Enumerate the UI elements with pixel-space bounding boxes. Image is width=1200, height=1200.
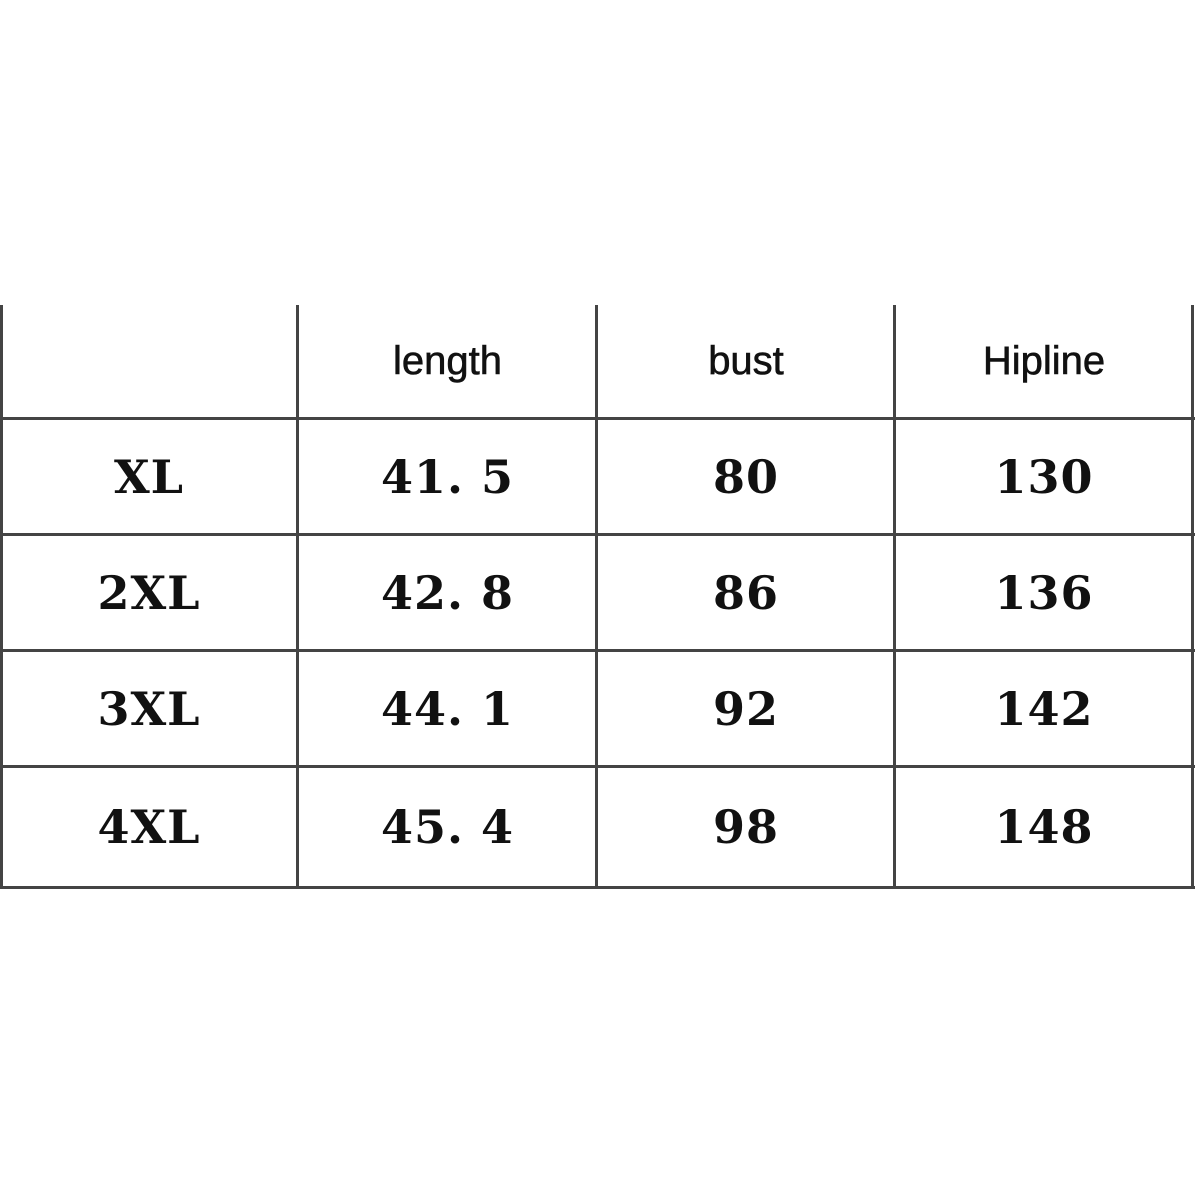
cell-bust: 92 [712, 681, 779, 736]
table-border-bottom [0, 886, 1195, 889]
table-border-left [0, 305, 3, 889]
column-divider [893, 305, 896, 889]
cell-length: 42. 8 [380, 565, 515, 620]
cell-size: XL [113, 449, 185, 504]
cell-hipline: 142 [994, 681, 1094, 736]
cell-bust: 80 [712, 449, 779, 504]
cell-size: 4XL [97, 800, 201, 854]
table-border-right [1191, 305, 1194, 889]
header-length: length [393, 338, 503, 383]
cell-bust: 86 [712, 565, 779, 620]
column-divider [595, 305, 598, 889]
row-divider [0, 533, 1195, 536]
cell-bust: 98 [712, 800, 779, 854]
cell-length: 44. 1 [380, 681, 515, 736]
cell-hipline: 148 [994, 800, 1094, 854]
header-bust: bust [708, 338, 784, 383]
header-hipline: Hipline [982, 338, 1106, 383]
cell-hipline: 130 [994, 449, 1094, 504]
column-divider [296, 305, 299, 889]
cell-length: 41. 5 [380, 449, 515, 504]
cell-length: 45. 4 [380, 800, 515, 854]
cell-size: 3XL [97, 681, 201, 736]
row-divider [0, 649, 1195, 652]
cell-hipline: 136 [994, 565, 1094, 620]
row-divider [0, 417, 1195, 420]
cell-size: 2XL [97, 565, 201, 620]
row-divider [0, 765, 1195, 768]
header-size [0, 305, 298, 417]
